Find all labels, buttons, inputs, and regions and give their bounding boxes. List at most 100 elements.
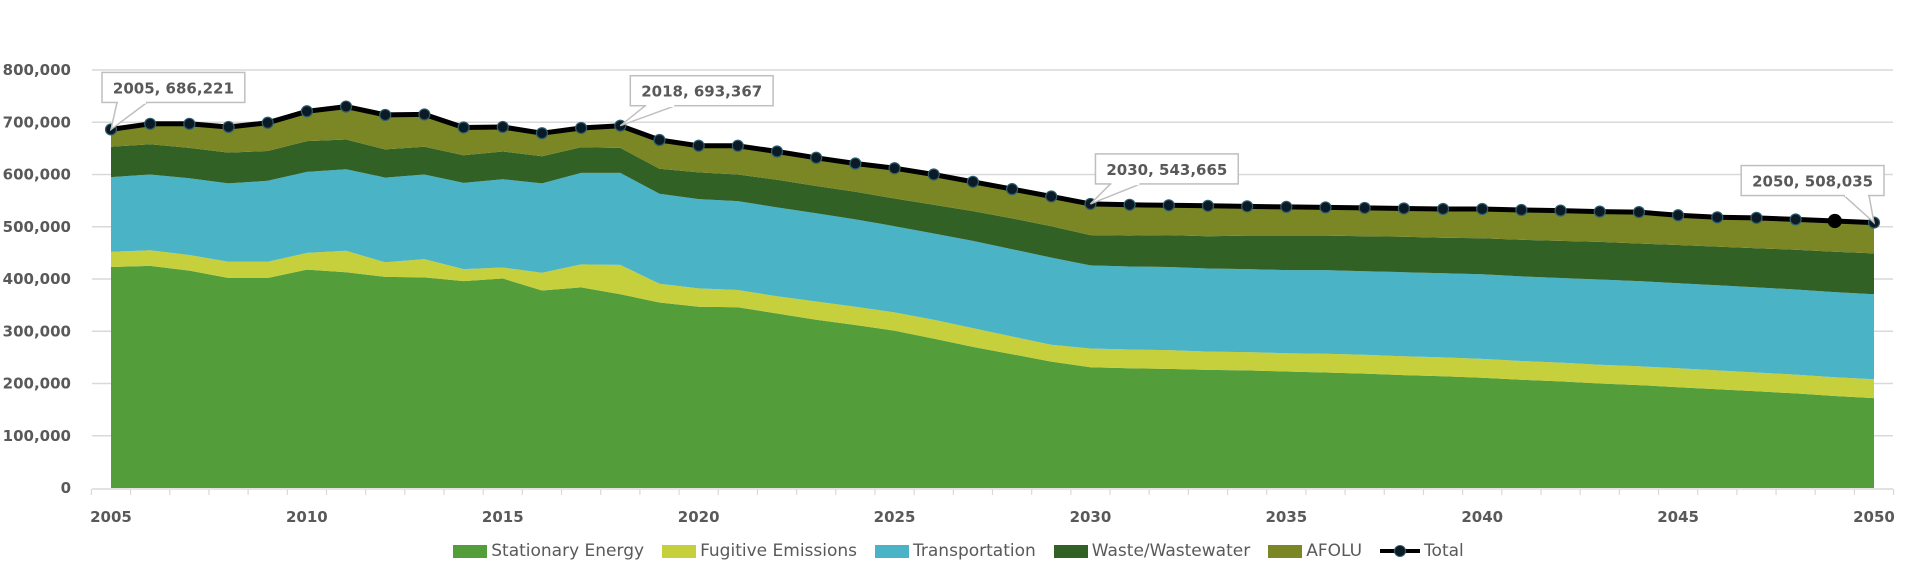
callout-box: [629, 74, 774, 107]
total-point-marker: [1515, 203, 1528, 217]
x-tick-label: 2030: [1070, 508, 1112, 526]
callout-label: 2050, 508,035: [1752, 173, 1873, 191]
total-point-marker: [770, 145, 784, 158]
x-tick-label: 2025: [874, 508, 916, 526]
total-point-marker: [888, 162, 901, 175]
x-tick-label: 2005: [90, 508, 132, 526]
callout-box: [101, 71, 246, 104]
legend-item-stationary-energy[interactable]: Stationary Energy: [453, 541, 644, 561]
total-point-marker: [1201, 199, 1215, 212]
total-point-marker: [183, 117, 196, 130]
area-transportation: [111, 169, 1874, 380]
legend-label: AFOLU: [1306, 541, 1363, 561]
area-fugitive-emissions: [111, 250, 1874, 399]
total-point-marker: [1280, 200, 1293, 213]
total-point-marker: [1711, 211, 1724, 224]
total-point-marker: [1593, 205, 1606, 218]
legend-swatch: [453, 544, 488, 558]
legend: Stationary Energy Fugitive Emissions Tra…: [0, 541, 1917, 561]
x-tick-label: 2035: [1265, 508, 1307, 526]
y-tick-label: 500,000: [3, 218, 71, 236]
x-tick-label: 2010: [286, 508, 328, 526]
y-tick-label: 800,000: [3, 61, 71, 79]
x-tick-label: 2050: [1853, 508, 1895, 526]
total-point-marker: [692, 139, 705, 152]
total-point-marker: [1789, 213, 1802, 226]
total-point-marker: [496, 120, 509, 134]
y-tick-label: 200,000: [3, 375, 71, 393]
total-point-marker: [339, 100, 353, 113]
total-point-marker: [1827, 213, 1842, 229]
x-tick-label: 2040: [1461, 508, 1503, 526]
total-point-marker: [575, 121, 588, 135]
total-point-marker: [535, 127, 549, 140]
total-point-marker: [849, 157, 862, 170]
x-axis: 2005 2010 2015 2020 2025 2030 2035 2040 2045 2050: [90, 488, 1895, 526]
legend-label: Waste/Wastewater: [1091, 541, 1251, 561]
callout: 2018, 693,367: [619, 74, 774, 127]
legend-label: Transportation: [913, 541, 1036, 561]
x-tick-label: 2015: [482, 508, 524, 526]
callout-label: 2030, 543,665: [1106, 161, 1227, 179]
legend-line-marker-icon: [1380, 544, 1421, 558]
total-point-marker: [1123, 198, 1136, 211]
legend-item-fugitive-emissions[interactable]: Fugitive Emissions: [662, 541, 857, 561]
total-point-marker: [1162, 199, 1175, 212]
y-tick-label: 300,000: [3, 322, 71, 340]
legend-item-waste-wastewater[interactable]: Waste/Wastewater: [1053, 541, 1251, 561]
total-point-marker: [418, 108, 431, 121]
total-point-marker: [1397, 202, 1410, 215]
total-point-marker: [1672, 209, 1685, 222]
total-point-marker: [1632, 206, 1646, 219]
legend-item-afolu[interactable]: AFOLU: [1268, 541, 1362, 561]
total-point-marker: [261, 116, 274, 129]
area-stationary-energy: [111, 265, 1874, 488]
callout-pointer: [1842, 194, 1876, 225]
callout-label: 2018, 693,367: [641, 83, 762, 101]
legend-label: Total: [1424, 541, 1464, 561]
legend-item-transportation[interactable]: Transportation: [875, 541, 1036, 561]
y-tick-label: 0: [61, 479, 71, 497]
legend-label: Fugitive Emissions: [700, 541, 858, 561]
y-tick-label: 600,000: [3, 166, 71, 184]
total-point-marker: [457, 121, 470, 134]
total-point-marker: [966, 175, 980, 188]
callout-label: 2005, 686,221: [113, 79, 234, 97]
total-point-marker: [1241, 200, 1254, 213]
legend-swatch: [1268, 544, 1303, 558]
total-point-marker: [731, 139, 744, 152]
total-series-line: [110, 104, 1875, 226]
callout: 2005, 686,221: [101, 71, 246, 132]
total-point-marker: [927, 168, 940, 181]
total-point-marker: [222, 120, 235, 134]
callout: 2030, 543,665: [1089, 153, 1239, 205]
x-tick-label: 2045: [1657, 508, 1699, 526]
total-line: [104, 100, 1881, 229]
area-afolu: [111, 106, 1874, 254]
y-axis: 0 100,000 200,000 300,000 400,000 500,000 600,…: [3, 61, 71, 497]
legend-swatch: [1053, 544, 1088, 558]
total-point-marker: [1319, 201, 1332, 214]
total-point-marker: [1554, 204, 1567, 217]
legend-label: Stationary Energy: [491, 541, 645, 561]
callout-box: [1740, 164, 1885, 197]
callout: 2050, 508,035: [1740, 164, 1885, 225]
area-layers: [111, 106, 1874, 488]
y-tick-label: 400,000: [3, 270, 71, 288]
total-point-marker: [810, 151, 823, 164]
total-point-marker: [653, 133, 666, 147]
total-point-marker: [1045, 190, 1058, 203]
y-tick-label: 700,000: [3, 113, 71, 131]
total-point-marker: [144, 117, 157, 130]
y-tick-label: 100,000: [3, 427, 71, 445]
total-point-marker: [1005, 183, 1019, 196]
total-point-marker: [1750, 211, 1763, 224]
total-point-marker: [1476, 202, 1489, 216]
legend-swatch: [662, 544, 697, 558]
area-waste-wastewater: [111, 139, 1874, 295]
callout-box: [1094, 153, 1239, 185]
x-tick-label: 2020: [678, 508, 720, 526]
legend-item-total[interactable]: Total: [1380, 541, 1464, 561]
legend-swatch: [875, 544, 910, 558]
